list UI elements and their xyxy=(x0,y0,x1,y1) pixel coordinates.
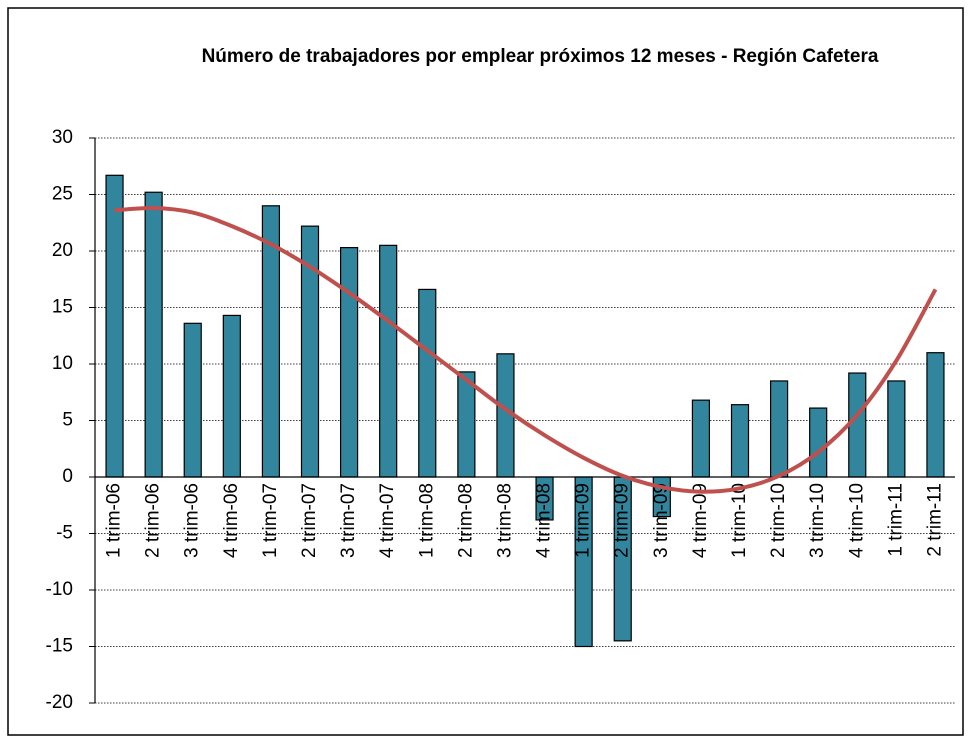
bar xyxy=(887,380,906,478)
trend-line xyxy=(114,206,938,494)
x-tick-label: 4 trim-06 xyxy=(221,483,242,558)
y-tick-label: -5 xyxy=(56,523,73,544)
y-tick-label: -15 xyxy=(46,636,73,657)
bar xyxy=(379,244,398,478)
chart-border xyxy=(7,7,964,736)
y-tick-label: 20 xyxy=(52,240,73,261)
y-tick-label: 0 xyxy=(62,466,73,487)
x-tick-label: 1 trim-07 xyxy=(260,483,281,558)
x-tick-label: 3 trim-06 xyxy=(182,483,203,558)
bar xyxy=(144,191,163,478)
bar xyxy=(848,372,867,478)
x-tick-label: 4 trim-10 xyxy=(846,483,867,558)
x-tick-label: 4 trim-09 xyxy=(690,483,711,558)
bar xyxy=(105,174,124,478)
bar xyxy=(926,352,945,478)
x-tick-label: 3 trim-10 xyxy=(807,483,828,558)
bar xyxy=(809,407,828,478)
x-tick-label: 3 trim-07 xyxy=(338,483,359,558)
bar xyxy=(730,404,750,478)
x-tick-label: 1 trim-10 xyxy=(729,483,750,558)
bar xyxy=(339,247,359,478)
bar xyxy=(769,380,789,478)
x-tick-label: 1 trim-11 xyxy=(885,483,906,557)
y-tick-label: 15 xyxy=(52,297,73,318)
y-tick-label: -20 xyxy=(46,692,73,713)
y-tick-label: -10 xyxy=(46,579,73,600)
x-tick-label: 3 trim-09 xyxy=(651,483,672,558)
x-tick-label: 2 trim-06 xyxy=(143,483,164,558)
x-tick-label: 1 trim-08 xyxy=(416,483,437,558)
x-tick-label: 1 trim-06 xyxy=(104,483,125,558)
x-tick-label: 2 trim-07 xyxy=(299,483,320,558)
bar xyxy=(457,371,476,478)
x-tick-label: 2 trim-09 xyxy=(612,483,633,558)
bar xyxy=(222,314,241,478)
x-tick-label: 4 trim-07 xyxy=(377,483,398,558)
chart-title: Número de trabajadores por emplear próxi… xyxy=(201,46,879,67)
y-tick-label: 30 xyxy=(52,127,73,148)
y-tick-label: 10 xyxy=(52,353,73,374)
bar xyxy=(691,399,711,478)
bar xyxy=(418,288,437,478)
x-tick-label: 4 trim-08 xyxy=(534,483,555,558)
x-tick-label: 2 trim-08 xyxy=(455,483,476,558)
bar xyxy=(183,322,202,478)
y-tick-label: 25 xyxy=(52,184,73,205)
x-tick-label: 3 trim-08 xyxy=(494,483,515,558)
x-tick-label: 2 trim-11 xyxy=(924,483,945,557)
x-tick-label: 1 trim-09 xyxy=(573,483,594,558)
y-tick-label: 5 xyxy=(62,410,73,431)
x-tick-label: 2 trim-10 xyxy=(768,483,789,558)
